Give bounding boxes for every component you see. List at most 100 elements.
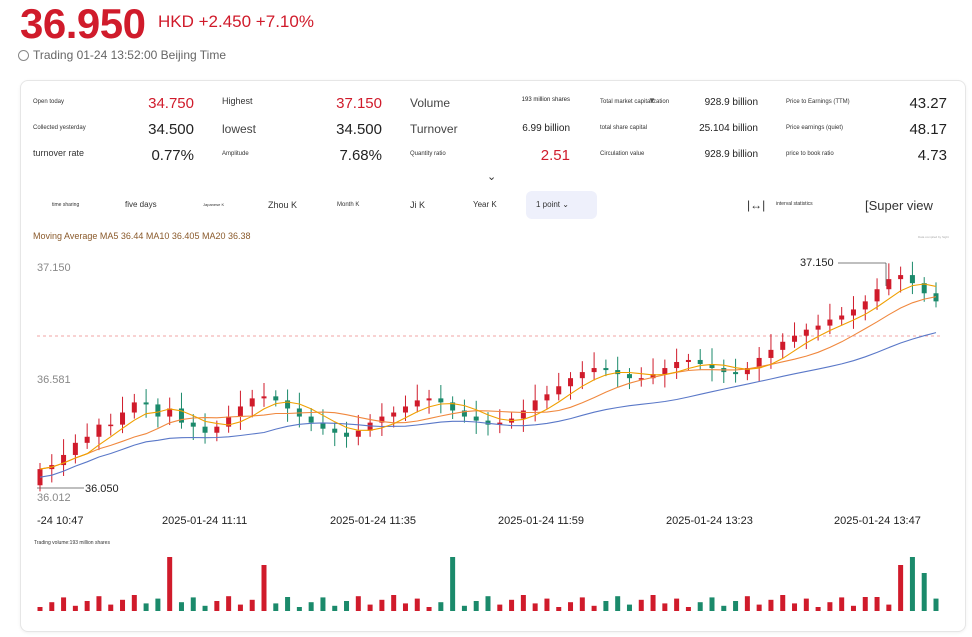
candle-body <box>61 454 67 466</box>
candle-body <box>367 422 373 431</box>
volume-bar <box>544 598 550 611</box>
stat-label: total share capital <box>600 125 648 131</box>
volume-bar <box>249 599 255 611</box>
stat-label: Turnover <box>410 122 458 136</box>
candle-body <box>839 315 845 320</box>
price-change: HKD +2.450 +7.10% <box>158 12 314 31</box>
stat-value: 34.750 <box>148 95 194 112</box>
candle-body <box>886 279 892 290</box>
y-axis-label: 37.150 <box>37 262 71 274</box>
candle-body <box>450 402 456 411</box>
super-view-button[interactable]: [Super view <box>865 198 933 213</box>
volume-bar <box>296 607 302 611</box>
ma5-line <box>39 283 937 470</box>
candle-body <box>909 275 915 284</box>
volume-bar <box>792 603 798 611</box>
candle-body <box>697 359 703 365</box>
stat-label: Quantity ratio <box>410 151 446 157</box>
x-axis-label: 2025-01-24 11:35 <box>330 515 416 527</box>
candle-body <box>96 424 102 437</box>
candle-body <box>402 406 408 413</box>
candle-body <box>556 386 562 395</box>
candle-body <box>379 416 385 423</box>
volume-bar <box>37 607 43 611</box>
tab-1-point[interactable]: 1 point ⌄ <box>526 191 597 219</box>
stat-value: 4.73 <box>917 147 947 164</box>
volume-bar <box>96 596 102 611</box>
tab-zhou-k[interactable]: Zhou K <box>268 200 298 210</box>
expand-stats-icon[interactable]: ⌄ <box>487 171 497 183</box>
candle-body <box>756 357 762 369</box>
volume-bar <box>261 565 267 611</box>
candle-body <box>898 275 904 280</box>
volume-bar <box>815 607 821 611</box>
candle-body <box>850 309 856 316</box>
candle-body <box>214 426 220 433</box>
tab-month-k[interactable]: Month K <box>337 202 360 208</box>
volume-bar <box>237 604 243 611</box>
volume-bar <box>921 573 927 611</box>
candle-body <box>792 335 798 342</box>
x-axis-label: 2025-01-24 13:47 <box>834 515 921 527</box>
candle-body <box>426 398 432 401</box>
stat-label: lowest <box>222 122 257 136</box>
stat-value: 37.150 <box>336 95 382 112</box>
stat-label: turnover rate <box>33 148 85 158</box>
volume-bar <box>744 596 750 611</box>
volume-bar <box>426 607 432 611</box>
trading-time: Trading 01-24 13:52:00 Beijing Time <box>33 48 227 62</box>
candle-body <box>72 442 78 455</box>
volume-bar <box>532 603 538 611</box>
candle-body <box>862 301 868 310</box>
volume-bar <box>355 596 361 611</box>
volume-bar <box>391 595 397 611</box>
candle-body <box>249 398 255 407</box>
candle-body <box>461 410 467 417</box>
candle-body <box>332 428 338 433</box>
volume-bar <box>167 557 173 611</box>
candle-body <box>744 368 750 375</box>
moving-average-legend: Moving Average MA5 36.44 MA10 36.405 MA2… <box>33 231 251 241</box>
interval-stats-icon[interactable]: |↔| <box>747 198 766 212</box>
stat-value: 193 million shares <box>521 97 570 103</box>
volume-bar <box>379 599 385 611</box>
stat-label: Open today <box>33 99 65 105</box>
tab-five-days[interactable]: five days <box>125 200 157 209</box>
x-axis-label: 2025-01-24 13:23 <box>666 515 753 527</box>
volume-bar <box>850 605 856 611</box>
tab-year-k[interactable]: Year K <box>473 200 497 209</box>
candle-body <box>827 319 833 326</box>
tab-ji-k[interactable]: Ji K <box>410 200 426 210</box>
tab-time-sharing[interactable]: time sharing <box>52 202 80 208</box>
volume-bar <box>332 605 338 611</box>
candle-body <box>544 394 550 401</box>
data-source-note: Data compiled by Sight <box>918 235 949 239</box>
volume-bar <box>214 601 220 611</box>
x-axis-label: 2025-01-24 11:11 <box>162 515 247 527</box>
candle-body <box>131 402 137 413</box>
x-axis-label: 2025-01-24 11:59 <box>498 515 584 527</box>
candle-body <box>579 372 585 379</box>
trading-status: Trading 01-24 13:52:00 Beijing Time <box>18 48 226 62</box>
candle-body <box>308 416 314 423</box>
volume-bar <box>615 596 621 611</box>
volume-bar <box>626 604 632 611</box>
candle-body <box>155 404 161 417</box>
tab-japanese-k[interactable]: Japanese K <box>203 202 225 207</box>
last-price: 36.950 <box>20 0 146 47</box>
y-axis-label: 36.012 <box>37 492 71 504</box>
interval-stats-label[interactable]: interval statistics <box>776 201 813 207</box>
stat-value: 34.500 <box>336 121 382 138</box>
volume-bar <box>933 598 939 611</box>
volume-bar <box>839 597 845 611</box>
volume-bar <box>320 597 326 611</box>
high-annotation: 37.150 <box>800 257 834 269</box>
volume-bar <box>414 598 420 611</box>
volume-bar <box>72 605 78 611</box>
low-annotation: 36.050 <box>85 483 119 495</box>
market-cap-dropdown-icon[interactable]: ▼ <box>648 96 656 105</box>
candle-body <box>591 368 597 373</box>
stat-label: Total market capitalization <box>600 99 670 105</box>
candle-body <box>84 436 90 443</box>
